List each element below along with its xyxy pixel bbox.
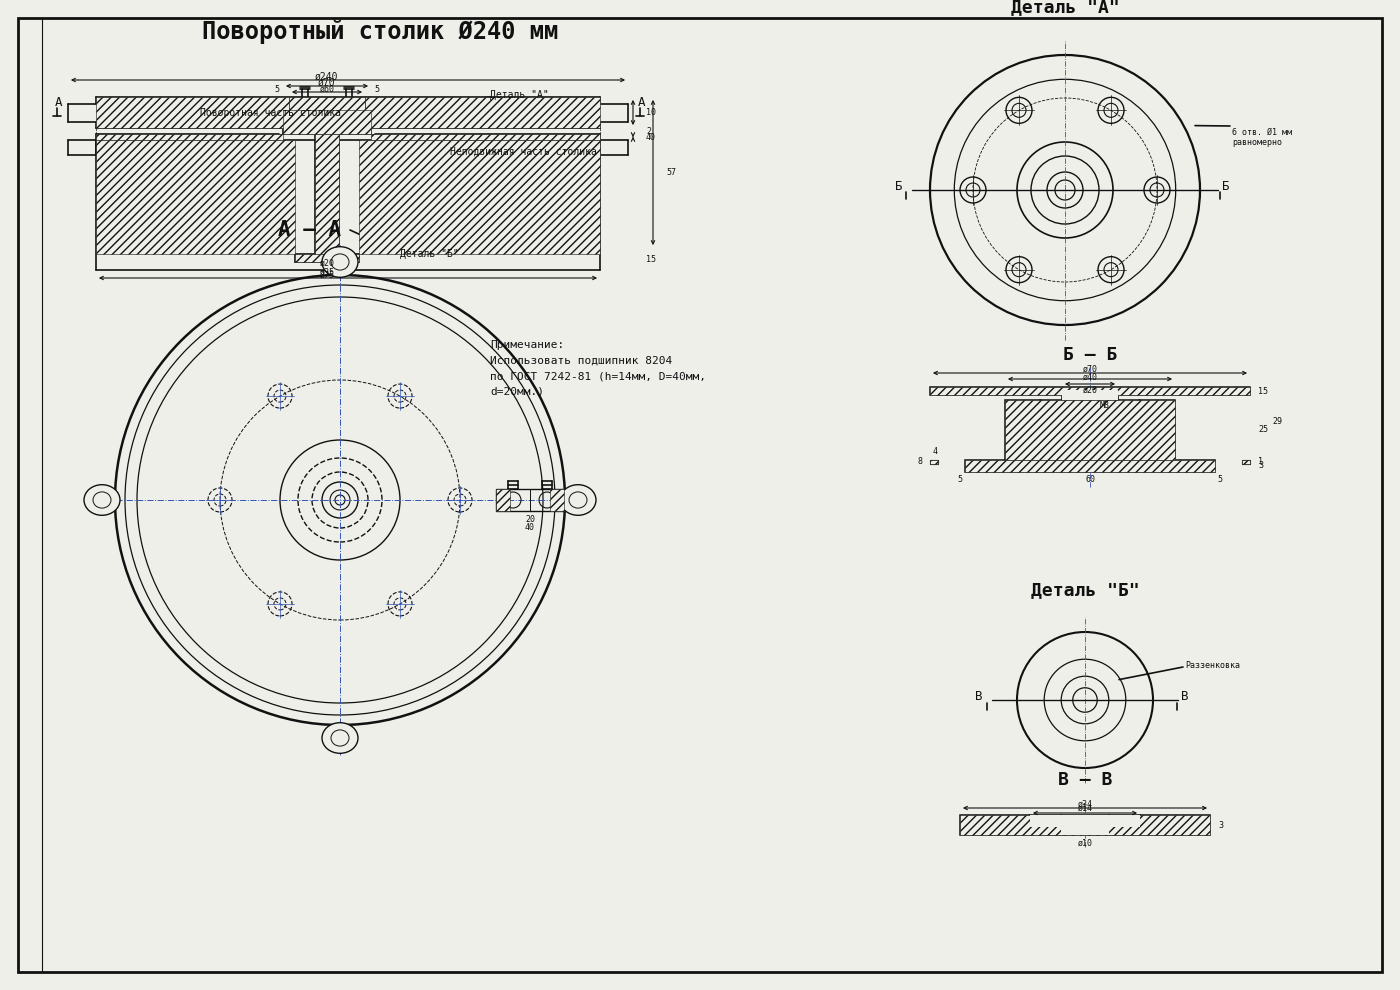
Bar — [930, 460, 938, 464]
Bar — [550, 489, 564, 511]
Bar — [97, 140, 295, 254]
Text: 6 отв. Ø1 мм
равномерно: 6 отв. Ø1 мм равномерно — [1232, 128, 1292, 148]
Ellipse shape — [322, 723, 358, 753]
Bar — [288, 97, 365, 128]
Bar — [1242, 460, 1250, 464]
Bar — [965, 460, 1215, 472]
Text: ø20: ø20 — [319, 258, 335, 267]
Text: ø40: ø40 — [1082, 373, 1098, 382]
Bar — [365, 97, 601, 128]
Text: 5: 5 — [274, 84, 280, 93]
Text: 275: 275 — [319, 270, 335, 279]
Text: Деталь "Б": Деталь "Б" — [1030, 581, 1140, 599]
Text: 5: 5 — [1218, 475, 1222, 484]
Ellipse shape — [322, 247, 358, 277]
Text: В – В: В – В — [1058, 771, 1112, 789]
Bar — [1061, 815, 1109, 835]
Ellipse shape — [84, 485, 120, 516]
Text: Б: Б — [1222, 179, 1229, 192]
Text: В: В — [974, 689, 981, 703]
Text: Примечание:
Использовать подшипник 8204
по ГОСТ 7242-81 (h=14мм, D=40мм,
d=20мм.: Примечание: Использовать подшипник 8204 … — [490, 340, 706, 397]
Text: ø20: ø20 — [1082, 386, 1098, 395]
Text: 5: 5 — [958, 475, 963, 484]
Bar — [315, 134, 339, 254]
Text: 10: 10 — [645, 108, 657, 117]
Text: ø14: ø14 — [1078, 804, 1092, 813]
Text: 1: 1 — [1259, 457, 1263, 466]
Bar — [1005, 400, 1175, 460]
Text: 40: 40 — [525, 523, 535, 532]
Text: В: В — [1182, 689, 1189, 703]
Text: 3: 3 — [1218, 821, 1224, 830]
Text: 5: 5 — [375, 84, 379, 93]
Bar — [930, 387, 1250, 395]
Bar — [283, 110, 371, 134]
Bar — [97, 134, 283, 140]
Text: 8: 8 — [917, 457, 923, 466]
Bar — [1063, 390, 1119, 400]
Bar — [1005, 400, 1175, 460]
Text: Деталь "А": Деталь "А" — [1011, 0, 1120, 16]
Text: Деталь "Б": Деталь "Б" — [400, 248, 459, 259]
Text: 3: 3 — [1259, 461, 1263, 470]
Bar — [960, 815, 1210, 835]
Bar — [930, 460, 938, 464]
Text: 2: 2 — [645, 127, 651, 136]
Text: А: А — [55, 96, 63, 110]
Text: А: А — [638, 96, 645, 110]
Text: 29: 29 — [1273, 418, 1282, 427]
Text: Неподвижная часть столика: Неподвижная часть столика — [449, 147, 596, 157]
Text: 25: 25 — [1259, 426, 1268, 435]
Text: Поворотный столик Ø240 мм: Поворотный столик Ø240 мм — [202, 20, 559, 45]
Bar — [496, 489, 510, 511]
Bar — [1030, 815, 1140, 827]
Text: 15: 15 — [645, 254, 657, 263]
Bar — [97, 97, 288, 128]
Ellipse shape — [560, 485, 596, 516]
Text: Б: Б — [895, 179, 902, 192]
Text: ø70: ø70 — [1082, 364, 1098, 373]
Text: 40: 40 — [645, 133, 657, 142]
Text: Б – Б: Б – Б — [1063, 346, 1117, 364]
Text: ø60: ø60 — [319, 84, 335, 93]
Text: ø10: ø10 — [1078, 839, 1092, 847]
Bar — [1242, 460, 1250, 464]
Text: Поворотная часть столика: Поворотная часть столика — [200, 108, 342, 118]
Text: 15: 15 — [1259, 386, 1268, 395]
Text: Раззенковка: Раззенковка — [1184, 660, 1240, 669]
Bar — [496, 489, 564, 511]
Bar — [930, 387, 1250, 395]
Text: 4: 4 — [932, 447, 938, 456]
Text: ø240: ø240 — [315, 72, 339, 82]
Bar — [960, 815, 1210, 835]
Text: А – А: А – А — [279, 220, 342, 240]
Bar — [965, 460, 1215, 472]
Text: 20: 20 — [525, 515, 535, 524]
Text: 60: 60 — [1085, 475, 1095, 484]
Bar — [358, 140, 601, 254]
Text: ø35: ø35 — [319, 267, 335, 276]
Text: Деталь "А": Деталь "А" — [490, 90, 549, 100]
Text: ø34: ø34 — [1078, 800, 1092, 809]
Text: 57: 57 — [666, 168, 676, 177]
Bar — [371, 134, 601, 140]
Text: M8: M8 — [1100, 401, 1110, 410]
Text: ø70: ø70 — [318, 78, 336, 88]
Bar — [295, 254, 358, 262]
